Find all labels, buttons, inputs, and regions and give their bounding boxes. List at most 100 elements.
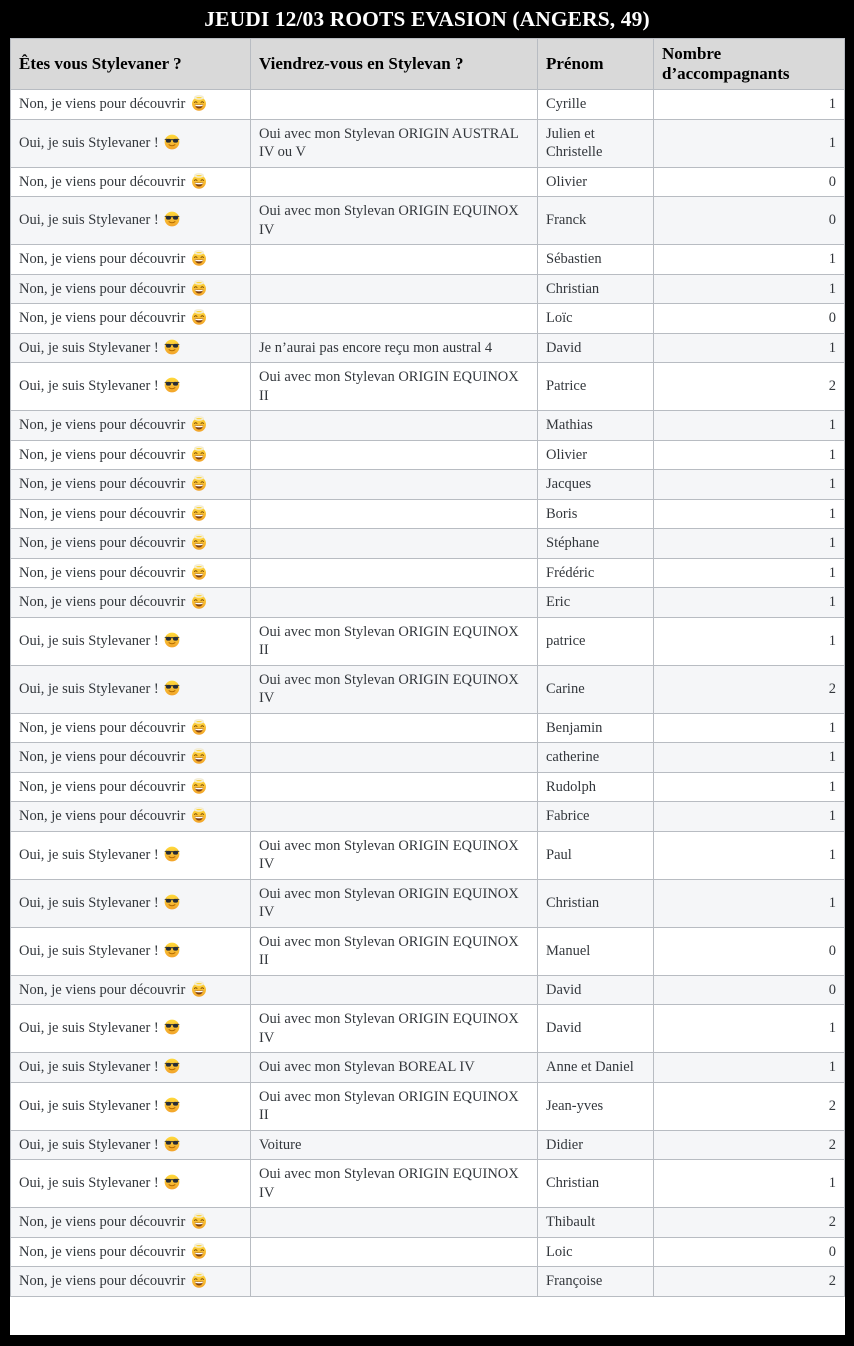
cell-prenom: Didier bbox=[537, 1129, 654, 1160]
answer-label: Non, je viens pour découvrir bbox=[19, 280, 189, 297]
answer-label: Oui, je suis Stylevaner ! bbox=[19, 212, 163, 229]
cell-accompagnants-count: 1 bbox=[653, 557, 845, 588]
smiling-face-with-halo-emoji bbox=[191, 563, 207, 580]
answer-label: Non, je viens pour découvrir bbox=[19, 778, 189, 795]
cell-accompagnants-count: 1 bbox=[653, 801, 845, 832]
cell-prenom: Benjamin bbox=[537, 712, 654, 743]
table-row: Oui, je suis Stylevaner ! Oui avec mon S… bbox=[10, 1081, 845, 1131]
cell-stylevan-transport bbox=[250, 439, 538, 470]
cell-prenom: Eric bbox=[537, 587, 654, 618]
cell-prenom: Christian bbox=[537, 878, 654, 928]
cell-stylevan-transport: Oui avec mon Stylevan ORIGIN AUSTRAL IV … bbox=[250, 118, 538, 168]
cell-prenom: Loïc bbox=[537, 303, 654, 334]
cell-prenom: Mathias bbox=[537, 410, 654, 441]
cell-stylevan-transport bbox=[250, 410, 538, 441]
cell-stylevan-transport bbox=[250, 742, 538, 773]
table-row: Oui, je suis Stylevaner ! Oui avec mon S… bbox=[10, 362, 845, 411]
cell-stylevaner-answer: Oui, je suis Stylevaner ! bbox=[10, 1081, 251, 1131]
answer-label: Oui, je suis Stylevaner ! bbox=[19, 680, 163, 697]
answer-label: Non, je viens pour découvrir bbox=[19, 749, 189, 765]
cell-accompagnants-count: 1 bbox=[653, 244, 845, 275]
cell-accompagnants-count: 2 bbox=[653, 1207, 845, 1238]
answer-label: Non, je viens pour découvrir bbox=[19, 310, 189, 326]
smiling-face-with-halo-emoji bbox=[191, 504, 207, 521]
cell-prenom: Jean-yves bbox=[537, 1081, 654, 1131]
answer-label: Non, je viens pour découvrir bbox=[19, 173, 189, 190]
smiling-face-with-halo-emoji bbox=[191, 718, 207, 735]
sunglasses-face-emoji bbox=[164, 1174, 180, 1190]
answer-label: Oui, je suis Stylevaner ! bbox=[19, 632, 163, 649]
cell-stylevaner-answer: Non, je viens pour découvrir bbox=[10, 1236, 251, 1267]
cell-accompagnants-count: 1 bbox=[653, 332, 845, 363]
table-row: Non, je viens pour découvrir Cyrille 1 bbox=[10, 89, 845, 120]
cell-accompagnants-count: 1 bbox=[653, 771, 845, 802]
table-row: Non, je viens pour découvrir Eric 1 bbox=[10, 587, 845, 618]
cell-stylevan-transport bbox=[250, 244, 538, 275]
answer-label: Non, je viens pour découvrir bbox=[19, 719, 189, 736]
cell-stylevaner-answer: Non, je viens pour découvrir bbox=[10, 89, 251, 120]
cell-stylevan-transport bbox=[250, 974, 538, 1005]
table-row: Oui, je suis Stylevaner ! Oui avec mon S… bbox=[10, 118, 845, 168]
cell-prenom: David bbox=[537, 1004, 654, 1053]
cell-prenom: Julien et Christelle bbox=[537, 118, 654, 168]
cell-stylevaner-answer: Non, je viens pour découvrir bbox=[10, 498, 251, 529]
cell-stylevan-transport: Oui avec mon Stylevan ORIGIN EQUINOX IV bbox=[250, 664, 538, 714]
answer-label: Non, je viens pour découvrir bbox=[19, 1214, 189, 1230]
smiling-face-with-halo-emoji bbox=[191, 172, 207, 189]
smiling-face-with-halo-emoji bbox=[191, 1213, 207, 1229]
cell-stylevan-transport: Oui avec mon Stylevan ORIGIN EQUINOX IV bbox=[250, 196, 538, 245]
sunglasses-face-emoji bbox=[164, 846, 180, 862]
cell-accompagnants-count: 2 bbox=[653, 1129, 845, 1160]
cell-stylevaner-answer: Non, je viens pour découvrir bbox=[10, 410, 251, 441]
table-row: Non, je viens pour découvrir Mathias 1 bbox=[10, 410, 845, 441]
smiling-face-with-halo-emoji bbox=[191, 593, 207, 609]
col-header-stylevan: Viendrez-vous en Stylevan ? bbox=[250, 38, 538, 90]
cell-stylevaner-answer: Oui, je suis Stylevaner ! bbox=[10, 878, 251, 928]
cell-accompagnants-count: 1 bbox=[653, 1004, 845, 1053]
cell-accompagnants-count: 1 bbox=[653, 469, 845, 500]
cell-stylevan-transport: Oui avec mon Stylevan ORIGIN EQUINOX IV bbox=[250, 878, 538, 928]
cell-stylevan-transport bbox=[250, 273, 538, 304]
cell-prenom: patrice bbox=[537, 616, 654, 666]
answer-label: Non, je viens pour découvrir bbox=[19, 981, 189, 998]
smiling-face-with-halo-emoji bbox=[191, 534, 207, 550]
smiling-face-with-halo-emoji bbox=[191, 748, 207, 764]
cell-stylevan-transport: Oui avec mon Stylevan ORIGIN EQUINOX IV bbox=[250, 830, 538, 880]
cell-stylevaner-answer: Oui, je suis Stylevaner ! bbox=[10, 332, 251, 363]
cell-accompagnants-count: 1 bbox=[653, 439, 845, 470]
cell-prenom: Paul bbox=[537, 830, 654, 880]
cell-prenom: David bbox=[537, 332, 654, 363]
sunglasses-face-emoji bbox=[164, 1136, 180, 1152]
cell-accompagnants-count: 1 bbox=[653, 273, 845, 304]
cell-stylevan-transport bbox=[250, 712, 538, 743]
cell-stylevaner-answer: Non, je viens pour découvrir bbox=[10, 712, 251, 743]
sunglasses-face-emoji bbox=[164, 1097, 180, 1113]
table-row: Non, je viens pour découvrir Thibault 2 bbox=[10, 1207, 845, 1238]
cell-prenom: Sébastien bbox=[537, 244, 654, 275]
cell-stylevan-transport: Je n’aurai pas encore reçu mon austral 4 bbox=[250, 332, 538, 363]
sunglasses-face-emoji bbox=[164, 1058, 180, 1074]
cell-stylevaner-answer: Non, je viens pour découvrir bbox=[10, 469, 251, 500]
cell-stylevaner-answer: Non, je viens pour découvrir bbox=[10, 557, 251, 588]
smiling-face-with-halo-emoji bbox=[191, 416, 207, 432]
cell-stylevan-transport bbox=[250, 89, 538, 120]
cell-accompagnants-count: 1 bbox=[653, 878, 845, 928]
answer-label: Non, je viens pour découvrir bbox=[19, 594, 189, 610]
answer-label: Non, je viens pour découvrir bbox=[19, 535, 189, 551]
cell-prenom: Carine bbox=[537, 664, 654, 714]
cell-prenom: Christian bbox=[537, 1159, 654, 1208]
cell-accompagnants-count: 2 bbox=[653, 664, 845, 714]
answer-label: Oui, je suis Stylevaner ! bbox=[19, 1136, 163, 1153]
cell-stylevaner-answer: Oui, je suis Stylevaner ! bbox=[10, 1129, 251, 1160]
cell-stylevan-transport bbox=[250, 303, 538, 334]
cell-stylevan-transport: Oui avec mon Stylevan ORIGIN EQUINOX II bbox=[250, 616, 538, 666]
cell-stylevaner-answer: Oui, je suis Stylevaner ! bbox=[10, 664, 251, 714]
table-row: Oui, je suis Stylevaner ! Oui avec mon S… bbox=[10, 1052, 845, 1083]
sunglasses-face-emoji bbox=[164, 211, 180, 227]
cell-prenom: Rudolph bbox=[537, 771, 654, 802]
cell-prenom: Cyrille bbox=[537, 89, 654, 120]
table-row: Oui, je suis Stylevaner ! Je n’aurai pas… bbox=[10, 332, 845, 363]
answer-label: Non, je viens pour découvrir bbox=[19, 446, 189, 463]
table-row: Non, je viens pour découvrir Christian 1 bbox=[10, 273, 845, 304]
table-row: Oui, je suis Stylevaner ! Oui avec mon S… bbox=[10, 1159, 845, 1208]
